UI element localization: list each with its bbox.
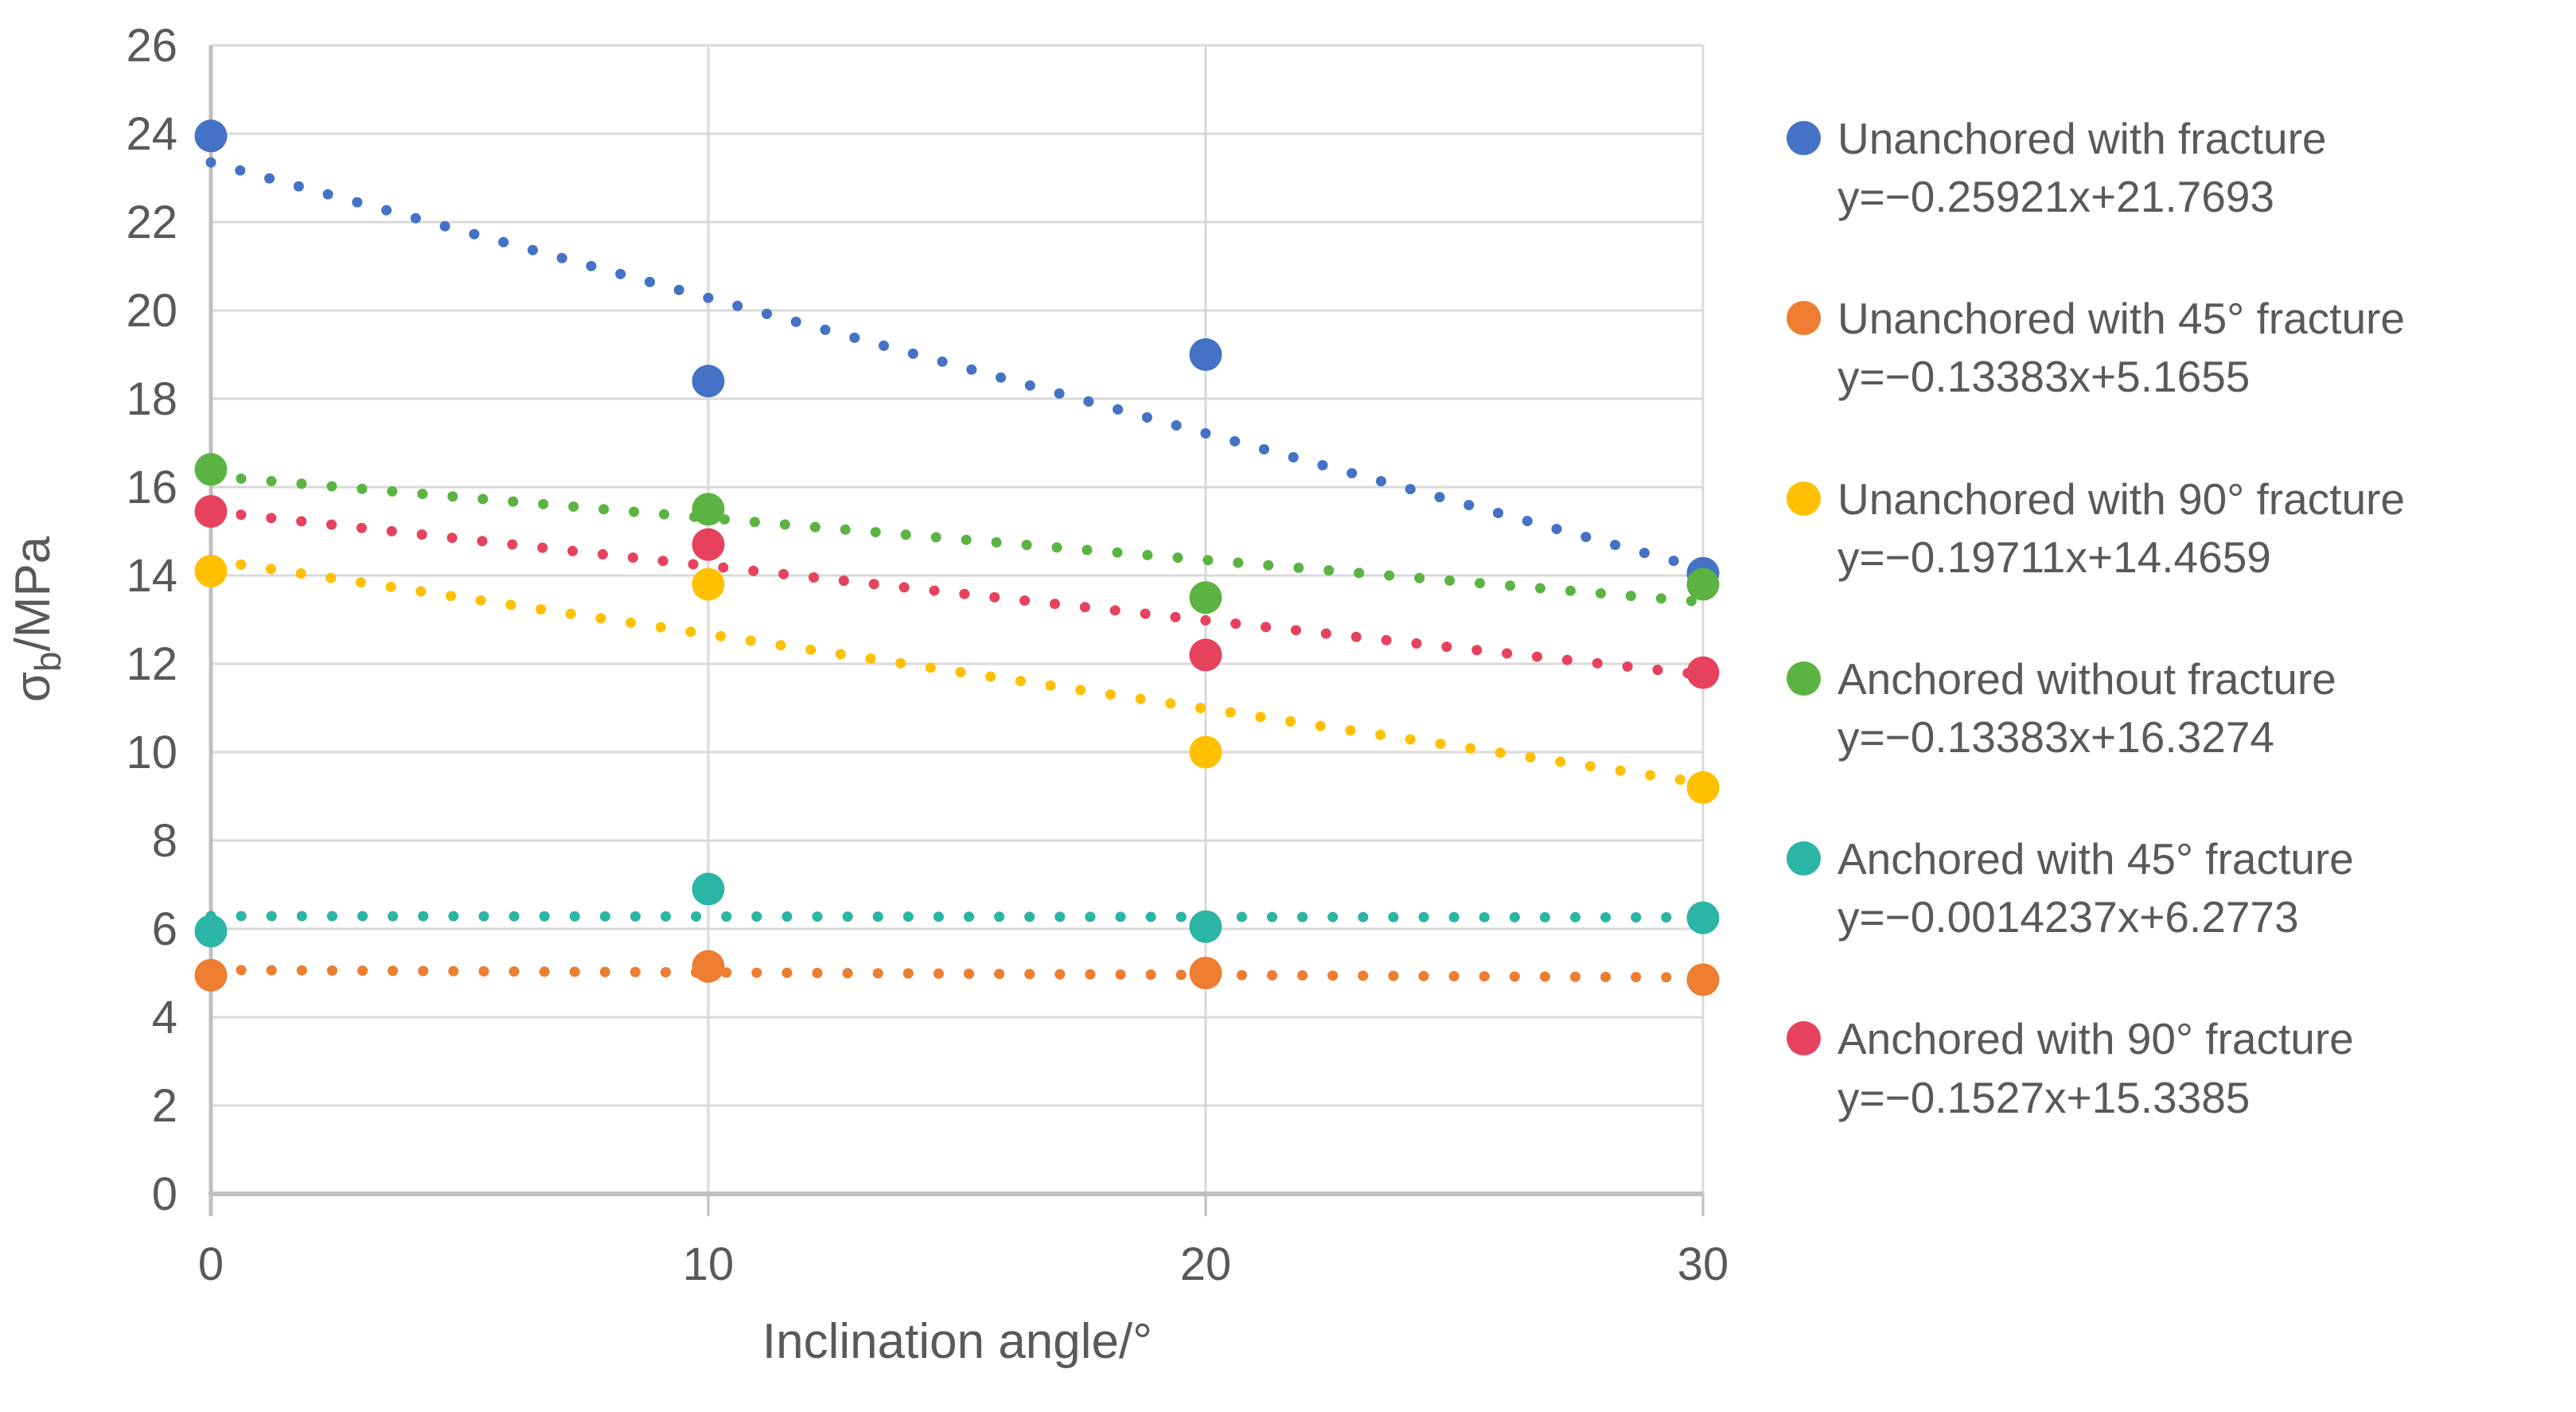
data-point-marker — [692, 528, 725, 561]
data-point-marker — [1189, 735, 1222, 769]
trendline — [205, 911, 1709, 923]
legend-marker-dot — [1787, 481, 1821, 516]
legend-entry: Unanchored with 90° fracture y=−0.19711x+… — [1787, 470, 2574, 587]
legend-series-equation: y=−0.25921x+21.7693 — [1837, 172, 2274, 222]
y-tick-label: 8 — [152, 815, 177, 867]
legend-entry: Anchored without fracture y=−0.13383x+16.… — [1787, 650, 2574, 766]
legend-series-equation: y=−0.13383x+16.3274 — [1837, 712, 2274, 762]
data-point-marker — [1686, 656, 1720, 689]
data-point-marker — [1686, 901, 1720, 934]
data-point-marker — [194, 495, 228, 529]
gridlines — [211, 44, 1705, 1194]
y-tick-label: 14 — [126, 550, 177, 602]
legend-series-name: Anchored with 45° fracture — [1837, 834, 2354, 884]
legend-series-equation: y=−0.19711x+14.4659 — [1837, 532, 2271, 582]
y-tick-label: 12 — [126, 638, 177, 690]
y-axis-title: σb/MPa — [6, 536, 68, 702]
legend-series-equation: y=−0.1527x+15.3385 — [1837, 1072, 2251, 1122]
data-point-marker — [692, 950, 725, 983]
y-axis-title-symbol: σ — [6, 672, 60, 702]
trendline — [205, 506, 1709, 681]
legend-marker-dot — [1787, 121, 1821, 155]
data-point-marker — [1686, 963, 1720, 997]
y-tick-label: 10 — [126, 727, 177, 778]
data-point-marker — [1686, 770, 1720, 804]
legend-series-name: Unanchored with fracture — [1837, 114, 2327, 163]
x-tick-label: 30 — [1678, 1238, 1729, 1290]
y-tick-label: 4 — [152, 992, 177, 1043]
data-point-marker — [194, 554, 228, 587]
data-point-marker — [1189, 910, 1222, 943]
trendline — [205, 470, 1709, 607]
trendlines — [205, 157, 1709, 983]
data-point-marker — [1189, 638, 1222, 672]
axis-lines — [208, 45, 1705, 1216]
data-point-marker — [194, 119, 228, 153]
y-axis-title-suffix: /MPa — [6, 536, 60, 651]
x-axis-title: Inclination angle/° — [762, 1314, 1152, 1369]
y-axis-title-subscript: b — [27, 651, 68, 672]
data-point-marker — [194, 915, 228, 948]
y-tick-label: 18 — [126, 373, 177, 425]
data-point-marker — [692, 568, 725, 601]
y-tick-label: 2 — [152, 1080, 177, 1132]
data-point-marker — [692, 365, 725, 398]
trendline — [205, 965, 1709, 983]
legend-marker-dot — [1787, 661, 1821, 696]
data-point-marker — [692, 493, 725, 526]
data-point-marker — [1189, 581, 1222, 614]
y-tick-label: 26 — [126, 20, 177, 72]
legend-series-name: Anchored without fracture — [1837, 653, 2336, 704]
data-point-marker — [1686, 568, 1720, 601]
legend-marker-dot — [1787, 1021, 1821, 1056]
data-point-marker — [194, 453, 228, 486]
legend-entry: Unanchored with 45° fracture y=−0.13383x+… — [1787, 290, 2574, 406]
legend-series-name: Unanchored with 45° fracture — [1837, 294, 2405, 344]
x-tick-label: 20 — [1180, 1238, 1232, 1290]
legend-entry: Anchored with 45° fracture y=−0.0014237x+… — [1787, 830, 2574, 946]
data-points — [194, 119, 1720, 997]
legend-marker-dot — [1787, 841, 1821, 876]
trendline — [205, 157, 1709, 575]
y-tick-label: 22 — [126, 197, 177, 248]
x-tick-label: 10 — [683, 1238, 735, 1290]
y-tick-label: 6 — [152, 903, 177, 955]
y-tick-label: 0 — [152, 1168, 177, 1220]
data-point-marker — [692, 872, 725, 906]
data-point-marker — [1189, 957, 1222, 989]
legend-entry: Anchored with 90° fracture y=−0.1527x+15.… — [1787, 1010, 2574, 1126]
legend-series-equation: y=−0.13383x+5.1655 — [1837, 352, 2251, 402]
data-point-marker — [1189, 338, 1222, 371]
y-tick-label: 20 — [126, 285, 177, 337]
legend-series-name: Anchored with 90° fracture — [1837, 1014, 2354, 1064]
trendline — [205, 555, 1709, 789]
legend: Unanchored with fracture y=−0.25921x+21.7… — [1787, 110, 2574, 1191]
y-tick-label: 16 — [126, 462, 177, 513]
legend-entry: Unanchored with fracture y=−0.25921x+21.7… — [1787, 110, 2574, 226]
data-point-marker — [194, 958, 228, 992]
legend-marker-dot — [1787, 301, 1821, 336]
legend-series-equation: y=−0.0014237x+6.2773 — [1837, 892, 2299, 942]
legend-series-name: Unanchored with 90° fracture — [1837, 474, 2405, 524]
x-tick-label: 0 — [198, 1238, 224, 1290]
y-tick-label: 24 — [126, 108, 177, 160]
